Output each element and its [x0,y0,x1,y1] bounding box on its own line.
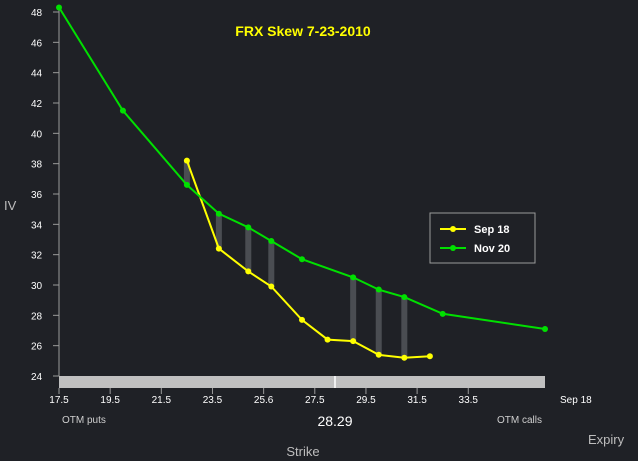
data-point [401,294,408,301]
x-tick-label: 23.5 [203,395,223,406]
data-point [375,351,382,358]
chart-title: FRX Skew 7-23-2010 [235,23,371,39]
skew-gap-bar [375,289,382,355]
data-point [350,338,357,345]
y-tick-label: 38 [31,160,43,171]
data-point [245,268,252,275]
skew-gap-bar [350,277,357,342]
skew-gap-bar [245,227,252,272]
y-tick-label: 28 [31,311,43,322]
legend: Sep 18 Nov 20 [429,212,536,264]
data-point [268,283,275,290]
data-point [426,353,433,360]
x-tick-label: 21.5 [152,395,172,406]
legend-swatch-point [450,226,456,232]
data-point [299,316,305,323]
data-point [350,274,357,281]
data-point [324,336,331,343]
data-point [439,310,446,317]
data-point [375,286,382,293]
y-tick-label: 44 [31,69,43,80]
legend-swatch-point [450,245,456,251]
y-tick-label: 42 [31,99,43,110]
x-tick-label: 19.5 [100,395,120,406]
expiry-tick-label: Sep 18 [560,395,592,406]
series-line [185,160,430,359]
data-point [542,325,548,332]
y-tick-label: 34 [31,220,43,231]
y-tick-label: 46 [31,38,43,49]
data-point [56,4,62,11]
x-tick-label: 33.5 [459,395,479,406]
skew-gap-bar [183,160,190,185]
series-lines [56,4,548,361]
otm-calls-label: OTM calls [497,415,542,426]
x-axis-bar: 17.5 19.5 21.5 23.5 25.6 27.5 29.5 31.5 33.5 Sep … [49,376,592,406]
x-tick-label: 31.5 [407,395,427,406]
data-point [268,238,275,245]
x-tick-label: 25.6 [254,395,274,406]
y-tick-label: 24 [31,372,43,383]
data-point [245,224,252,231]
y-axis: 24 26 28 30 32 34 36 38 40 42 44 46 48 [31,8,60,383]
skew-gap-bars [183,160,408,358]
legend-box [429,212,536,264]
series-line [58,6,546,330]
y-tick-label: 36 [31,190,43,201]
data-point [299,256,305,263]
y-tick-label: 48 [31,8,43,19]
data-point [183,181,190,188]
expiry-label: Expiry [588,432,625,447]
y-tick-label: 32 [31,251,43,262]
y-axis-label: IV [4,198,17,213]
data-point [215,245,222,252]
chart-labels: FRX Skew 7-23-2010 IV OTM puts OTM calls 28.… [4,23,625,459]
skew-gap-bar [401,297,408,358]
y-tick-label: 40 [31,129,43,140]
otm-puts-label: OTM puts [62,415,106,426]
skew-gap-bar [268,241,275,287]
data-point [183,157,190,164]
y-tick-label: 26 [31,342,43,353]
legend-label: Sep 18 [474,224,509,236]
legend-label: Nov 20 [474,243,510,255]
x-axis-label: Strike [286,444,319,459]
current-price-label: 28.29 [317,413,352,429]
skew-gap-bar [215,213,222,249]
data-point [119,107,126,114]
y-tick-label: 30 [31,281,43,292]
x-tick-label: 17.5 [49,395,69,406]
data-point [401,354,408,361]
data-point [215,210,222,217]
x-axis-band [59,376,545,388]
x-tick-label: 29.5 [356,395,376,406]
x-tick-label: 27.5 [305,395,325,406]
